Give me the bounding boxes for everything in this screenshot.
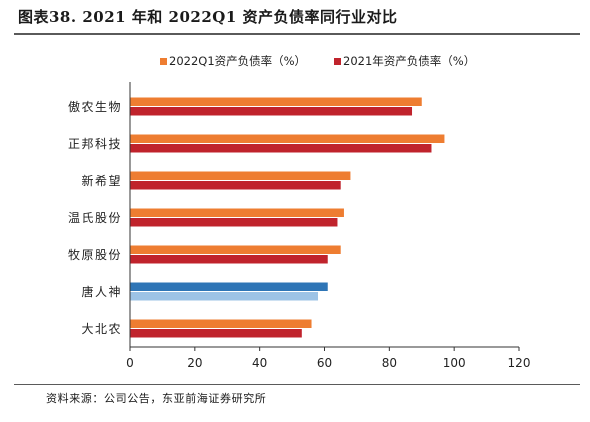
category-label-4: 温氏股份 [68, 211, 122, 225]
bar-2022q1-6 [130, 282, 328, 291]
bar-2022q1-4 [130, 208, 344, 217]
bar-2022q1-7 [130, 319, 312, 328]
source-note: 资料来源：公司公告，东亚前海证券研究所 [46, 392, 267, 405]
x-tick-label-5: 80 [382, 356, 397, 370]
bar-2022q1-3 [130, 171, 351, 180]
footer-rule [14, 384, 580, 385]
legend-swatch-2 [334, 58, 341, 65]
category-label-7: 大北农 [81, 322, 122, 336]
category-label-5: 牧原股份 [68, 248, 122, 262]
x-tick-label-3: 40 [252, 356, 267, 370]
x-tick-label-7: 120 [508, 356, 531, 370]
x-tick-label-2: 20 [187, 356, 202, 370]
x-tick-label-1: 0 [126, 356, 134, 370]
legend-label-2: 2021年资产负债率（%） [343, 54, 475, 68]
bar-2021-4 [130, 218, 338, 227]
category-label-3: 新希望 [81, 173, 122, 188]
bar-2022q1-2 [130, 134, 445, 143]
bar-2021-6 [130, 292, 319, 301]
x-tick-label-6: 100 [443, 356, 466, 370]
bar-chart: 2022Q1资产负债率（%） 2021年资产负债率（%） 傲农生物正邦科技新希望温氏… [68, 54, 531, 370]
bar-2021-1 [130, 107, 413, 116]
bar-2022q1-1 [130, 97, 422, 106]
title-rule [14, 33, 580, 35]
bar-2021-5 [130, 255, 328, 264]
category-label-2: 正邦科技 [68, 137, 122, 151]
legend-swatch-1 [160, 58, 167, 65]
bar-2022q1-5 [130, 245, 341, 254]
bar-2021-7 [130, 329, 302, 338]
legend-label-1: 2022Q1资产负债率（%） [169, 54, 306, 68]
category-label-6: 唐人神 [81, 284, 122, 299]
category-label-1: 傲农生物 [68, 99, 122, 114]
bar-2021-2 [130, 144, 432, 153]
bar-2021-3 [130, 181, 341, 190]
x-tick-label-4: 60 [317, 356, 332, 370]
figure-title: 图表38. 2021 年和 2022Q1 资产负债率同行业对比 [18, 8, 398, 26]
